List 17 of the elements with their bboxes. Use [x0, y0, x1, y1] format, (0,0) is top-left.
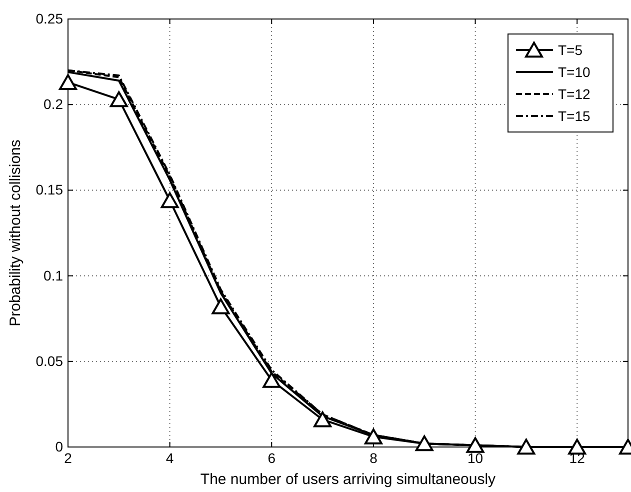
y-tick-label: 0.15 [36, 182, 64, 198]
legend-label: T=5 [558, 42, 583, 58]
legend-label: T=15 [558, 108, 591, 124]
x-tick-label: 4 [166, 450, 174, 466]
y-axis-title: Probability without collisions [7, 140, 24, 326]
x-tick-label: 8 [370, 450, 378, 466]
y-tick-label: 0 [55, 438, 64, 454]
legend-label: T=12 [558, 86, 591, 102]
x-axis-title: The number of users arriving simultaneously [200, 471, 496, 488]
y-tick-label: 0.25 [36, 10, 64, 26]
x-tick-label: 2 [64, 450, 72, 466]
legend-label: T=10 [558, 64, 591, 80]
y-tick-label: 0.05 [36, 352, 64, 369]
y-tick-label: 0.1 [44, 267, 64, 284]
x-tick-label: 6 [268, 450, 276, 466]
x-tick-label: 10 [467, 450, 484, 466]
y-tick-label: 0.2 [44, 96, 64, 112]
